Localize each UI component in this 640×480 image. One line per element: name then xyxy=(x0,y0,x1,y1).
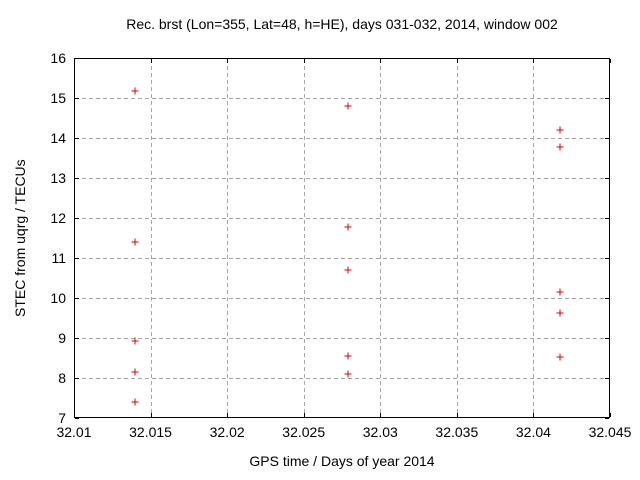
y-tick-mark xyxy=(75,58,79,59)
x-tick-mark xyxy=(533,413,535,417)
y-tick-mark xyxy=(75,338,79,339)
x-tick-mark xyxy=(150,413,152,417)
x-axis-label: GPS time / Days of year 2014 xyxy=(249,453,435,469)
x-tick-mark xyxy=(533,59,535,63)
y-tick-mark xyxy=(605,418,609,419)
gridline-vertical xyxy=(150,59,152,417)
data-point-marker xyxy=(344,352,352,360)
data-point-marker xyxy=(556,353,564,361)
y-tick-label: 14 xyxy=(50,130,66,146)
data-point-marker xyxy=(344,102,352,110)
x-tick-label: 32.035 xyxy=(435,424,479,440)
x-tick-mark xyxy=(610,59,611,63)
x-tick-label: 32.03 xyxy=(362,424,398,440)
y-tick-label: 13 xyxy=(50,170,66,186)
x-tick-mark xyxy=(150,59,152,63)
x-tick-mark xyxy=(303,59,305,63)
x-tick-label: 32.02 xyxy=(209,424,245,440)
gridline-vertical xyxy=(380,59,382,417)
gridline-horizontal xyxy=(75,98,609,99)
data-point-marker xyxy=(556,309,564,317)
y-tick-mark xyxy=(75,178,79,179)
gridline-horizontal xyxy=(75,138,609,139)
x-tick-label: 32.045 xyxy=(588,424,632,440)
data-point-marker xyxy=(131,87,139,95)
y-tick-label: 10 xyxy=(50,290,66,306)
y-tick-mark xyxy=(605,338,609,339)
x-tick-label: 32.015 xyxy=(129,424,172,440)
x-tick-mark xyxy=(303,413,305,417)
gridline-horizontal xyxy=(75,178,609,179)
gridline-horizontal xyxy=(75,338,609,339)
x-tick-mark xyxy=(456,413,458,417)
x-tick-mark xyxy=(227,59,229,63)
y-tick-mark xyxy=(75,298,79,299)
y-tick-mark xyxy=(75,378,79,379)
y-tick-mark xyxy=(605,138,609,139)
x-tick-mark xyxy=(610,413,611,417)
chart-title: Rec. brst (Lon=355, Lat=48, h=HE), days … xyxy=(126,16,558,32)
x-tick-label: 32.01 xyxy=(56,424,92,440)
gridline-vertical xyxy=(456,59,458,417)
data-point-marker xyxy=(131,337,139,345)
x-tick-mark xyxy=(227,413,229,417)
y-tick-mark xyxy=(605,298,609,299)
gridline-vertical xyxy=(303,59,305,417)
y-tick-mark xyxy=(605,178,609,179)
plot-area xyxy=(74,58,611,419)
data-point-marker xyxy=(344,370,352,378)
y-tick-mark xyxy=(605,258,609,259)
gridline-horizontal xyxy=(75,258,609,259)
data-point-marker xyxy=(131,238,139,246)
x-tick-mark xyxy=(380,413,382,417)
data-point-marker xyxy=(344,223,352,231)
y-tick-label: 15 xyxy=(50,90,66,106)
x-tick-mark xyxy=(74,413,75,417)
gridline-vertical xyxy=(533,59,535,417)
data-point-marker xyxy=(556,288,564,296)
y-tick-mark xyxy=(75,418,79,419)
data-point-marker xyxy=(556,143,564,151)
y-tick-mark xyxy=(75,218,79,219)
y-tick-label: 7 xyxy=(58,410,66,426)
x-tick-mark xyxy=(74,59,75,63)
x-tick-mark xyxy=(456,59,458,63)
y-tick-mark xyxy=(605,58,609,59)
y-tick-mark xyxy=(605,218,609,219)
y-tick-label: 12 xyxy=(50,210,66,226)
data-point-marker xyxy=(556,126,564,134)
y-tick-mark xyxy=(75,138,79,139)
y-tick-mark xyxy=(605,378,609,379)
gridline-vertical xyxy=(227,59,229,417)
gridline-horizontal xyxy=(75,218,609,219)
y-tick-label: 8 xyxy=(58,370,66,386)
gridline-horizontal xyxy=(75,298,609,299)
gridline-horizontal xyxy=(75,378,609,379)
y-tick-label: 9 xyxy=(58,330,66,346)
y-axis-label: STEC from uqrg / TECUs xyxy=(12,159,28,317)
y-tick-mark xyxy=(75,258,79,259)
y-tick-mark xyxy=(605,98,609,99)
x-tick-label: 32.025 xyxy=(282,424,326,440)
y-tick-label: 11 xyxy=(51,250,66,266)
y-tick-label: 16 xyxy=(50,50,66,66)
data-point-marker xyxy=(131,368,139,376)
x-tick-label: 32.04 xyxy=(515,424,551,440)
data-point-marker xyxy=(344,266,352,274)
data-point-marker xyxy=(131,398,139,406)
x-tick-mark xyxy=(380,59,382,63)
y-tick-mark xyxy=(75,98,79,99)
